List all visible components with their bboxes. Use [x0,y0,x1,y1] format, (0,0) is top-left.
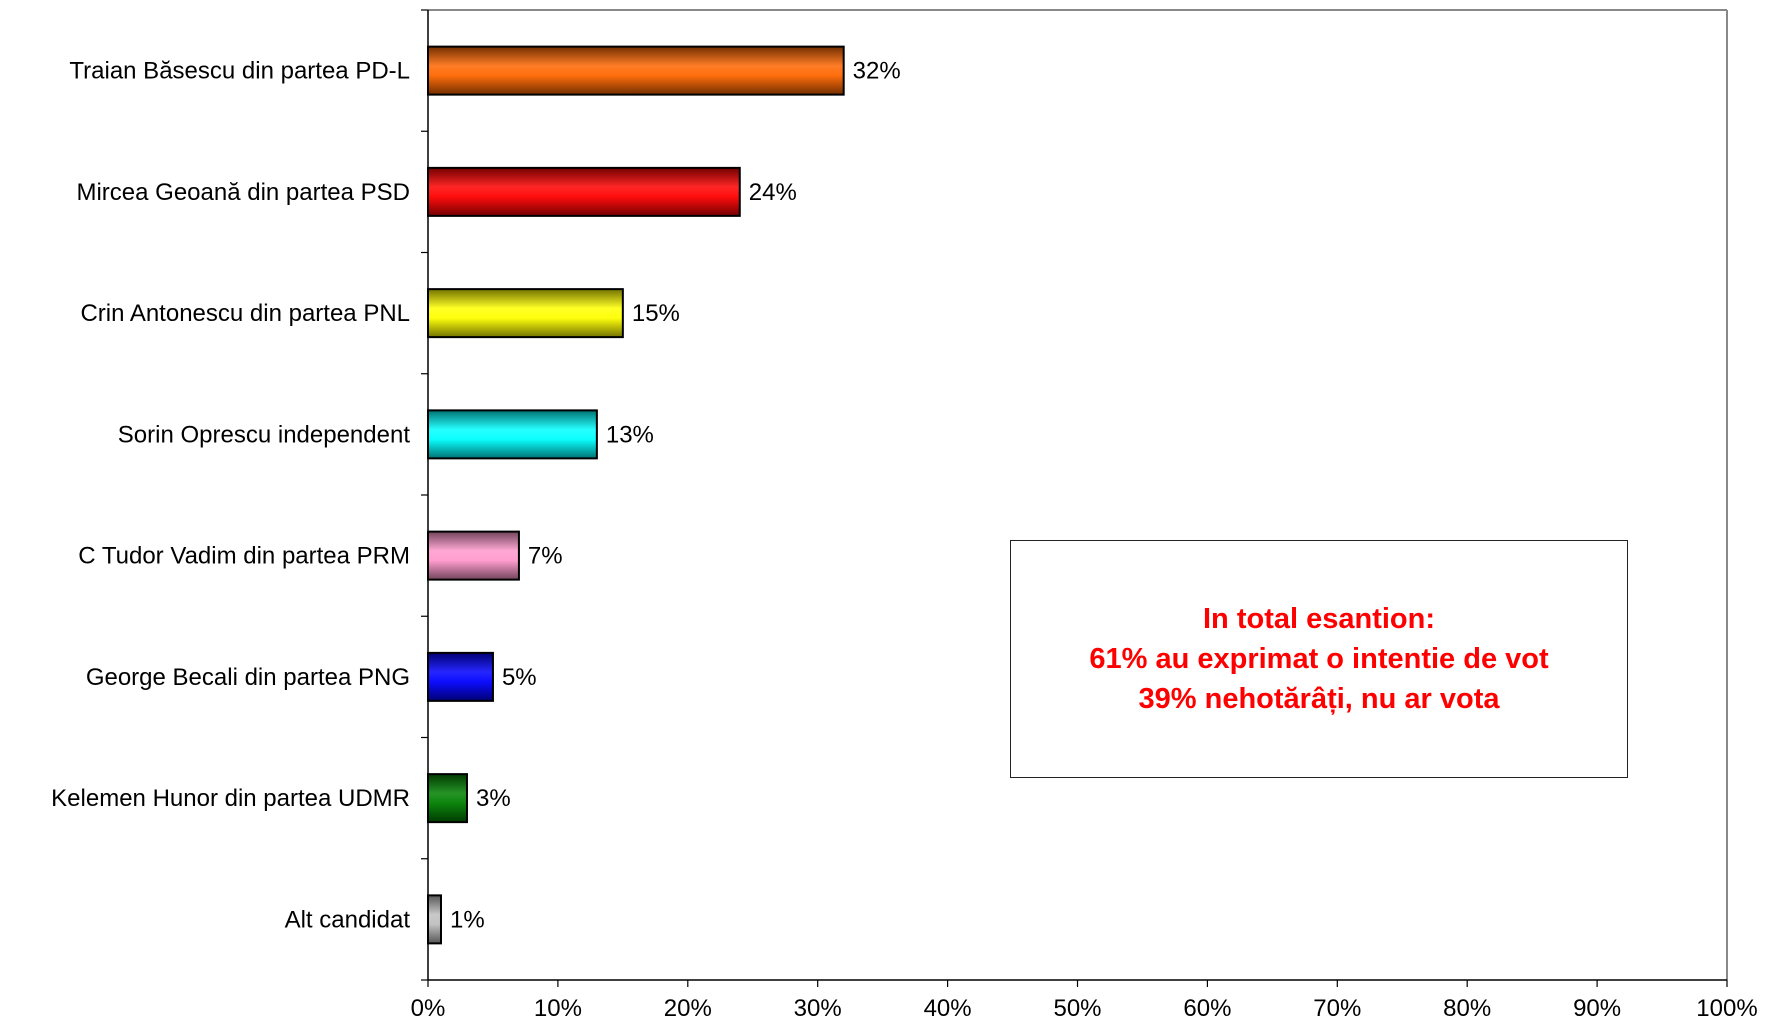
data-label: 15% [632,300,680,327]
bar [428,532,519,580]
bar [428,774,467,822]
bar [428,168,740,216]
data-label: 5% [502,664,537,691]
x-tick-label: 100% [1696,995,1757,1022]
category-label: George Becali din partea PNG [86,664,410,691]
data-label: 1% [450,906,485,933]
x-tick-label: 80% [1443,995,1491,1022]
category-label: Crin Antonescu din partea PNL [80,300,410,327]
data-label: 32% [853,58,901,85]
category-label: C Tudor Vadim din partea PRM [78,543,410,570]
x-axis: 0% 10% 20% 30% 40% 50% 60% 70% 80% 90% 100% [411,980,1758,1022]
bar [428,289,623,337]
data-label: 24% [749,179,797,206]
x-tick-label: 40% [924,995,972,1022]
category-label: Kelemen Hunor din partea UDMR [51,785,410,812]
annotation-line-3: 39% nehotărâți, nu ar vota [1139,679,1500,719]
category-label: Sorin Oprescu independent [118,421,411,448]
category-label: Mircea Geoană din partea PSD [76,179,410,206]
annotation-line-2: 61% au exprimat o intentie de vot [1089,639,1548,679]
x-tick-label: 30% [794,995,842,1022]
bar [428,47,844,95]
plot-area [421,10,1727,980]
category-label: Alt candidat [285,906,411,933]
x-tick-label: 0% [411,995,446,1022]
bar [428,895,441,943]
x-tick-label: 20% [664,995,712,1022]
category-label: Traian Băsescu din partea PD-L [69,58,410,85]
annotation-box: In total esantion: 61% au exprimat o int… [1010,540,1628,778]
annotation-line-1: In total esantion: [1203,599,1435,639]
x-tick-label: 50% [1053,995,1101,1022]
x-tick-label: 90% [1573,995,1621,1022]
data-label: 7% [528,543,563,570]
x-tick-label: 70% [1313,995,1361,1022]
bar [428,410,597,458]
data-label: 13% [606,421,654,448]
bar [428,653,493,701]
x-tick-label: 60% [1183,995,1231,1022]
data-label: 3% [476,785,511,812]
x-tick-label: 10% [534,995,582,1022]
